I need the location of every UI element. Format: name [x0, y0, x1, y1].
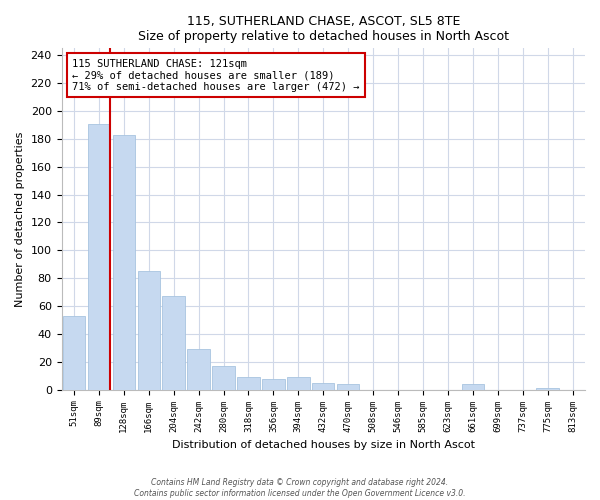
Bar [287, 377, 310, 390]
Text: 115 SUTHERLAND CHASE: 121sqm
← 29% of detached houses are smaller (189)
71% of s: 115 SUTHERLAND CHASE: 121sqm ← 29% of de… [72, 58, 359, 92]
Bar [63, 316, 85, 390]
Bar [163, 296, 185, 390]
Title: 115, SUTHERLAND CHASE, ASCOT, SL5 8TE
Size of property relative to detached hous: 115, SUTHERLAND CHASE, ASCOT, SL5 8TE Si… [138, 15, 509, 43]
Bar [212, 366, 235, 390]
Bar [312, 382, 334, 390]
Text: Contains HM Land Registry data © Crown copyright and database right 2024.
Contai: Contains HM Land Registry data © Crown c… [134, 478, 466, 498]
Bar [237, 377, 260, 390]
Bar [262, 378, 284, 390]
Bar [337, 384, 359, 390]
Bar [461, 384, 484, 390]
Bar [536, 388, 559, 390]
Bar [88, 124, 110, 390]
Bar [113, 134, 135, 390]
X-axis label: Distribution of detached houses by size in North Ascot: Distribution of detached houses by size … [172, 440, 475, 450]
Bar [137, 272, 160, 390]
Y-axis label: Number of detached properties: Number of detached properties [15, 132, 25, 306]
Bar [187, 350, 210, 390]
